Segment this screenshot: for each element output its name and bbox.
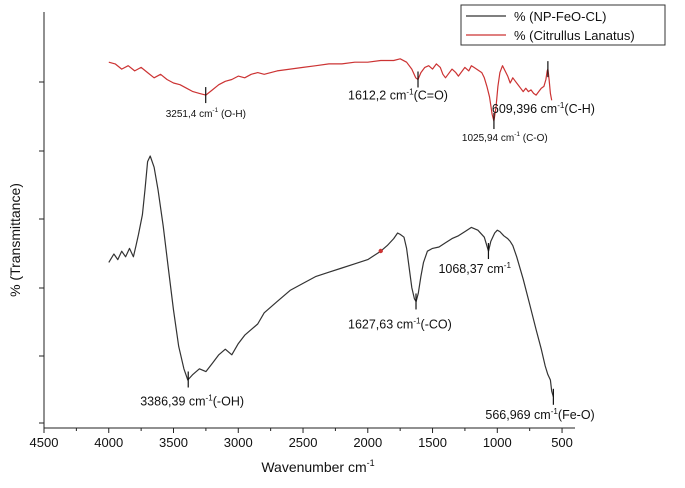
y-axis-ticks [39,81,44,424]
x-tick-label: 500 [551,435,573,450]
legend-label-citrullus: % (Citrullus Lanatus) [514,28,635,43]
peak-label: 3251,4 cm-1 (O-H) [166,107,246,120]
red-dot-marker [378,248,383,254]
peak-label: 1627,63 cm-1(-CO) [348,316,452,331]
y-axis-title: % (Transmittance) [7,183,23,297]
x-tick-label: 4000 [94,435,123,450]
x-tick-label: 4500 [30,435,59,450]
x-tick-label: 2500 [289,435,318,450]
x-tick-label: 3500 [159,435,188,450]
peak-label: 1068,37 cm-1 [438,261,511,276]
x-tick-label: 2000 [353,435,382,450]
plot-frame [43,12,575,429]
x-axis-ticks: 4500 4000 3500 3000 2500 2000 1500 1000 500 [30,428,573,450]
peak-label: 1612,2 cm-1(C=O) [348,88,448,103]
peak-label: 609,396 cm-1(C-H) [492,101,595,116]
peak-label: 566,969 cm-1(Fe-O) [485,407,594,422]
peak-label: 3386,39 cm-1(-OH) [140,393,244,408]
series-line-np-feo-cl [108,155,554,397]
x-tick-label: 1500 [418,435,447,450]
peak-label: 1025,94 cm-1 (C-O) [462,131,548,144]
peak-markers [187,61,554,405]
x-tick-label: 3000 [224,435,253,450]
legend-box [460,4,666,46]
legend: % (NP-FeO-CL) % (Citrullus Lanatus) [460,4,666,46]
x-tick-label: 1000 [483,435,512,450]
x-axis-title: Wavenumber cm-1 [261,458,374,475]
legend-label-np-feo-cl: % (NP-FeO-CL) [514,9,606,24]
peak-annotations: 3251,4 cm-1 (O-H) 1612,2 cm-1(C=O) 609,396… [140,88,595,422]
